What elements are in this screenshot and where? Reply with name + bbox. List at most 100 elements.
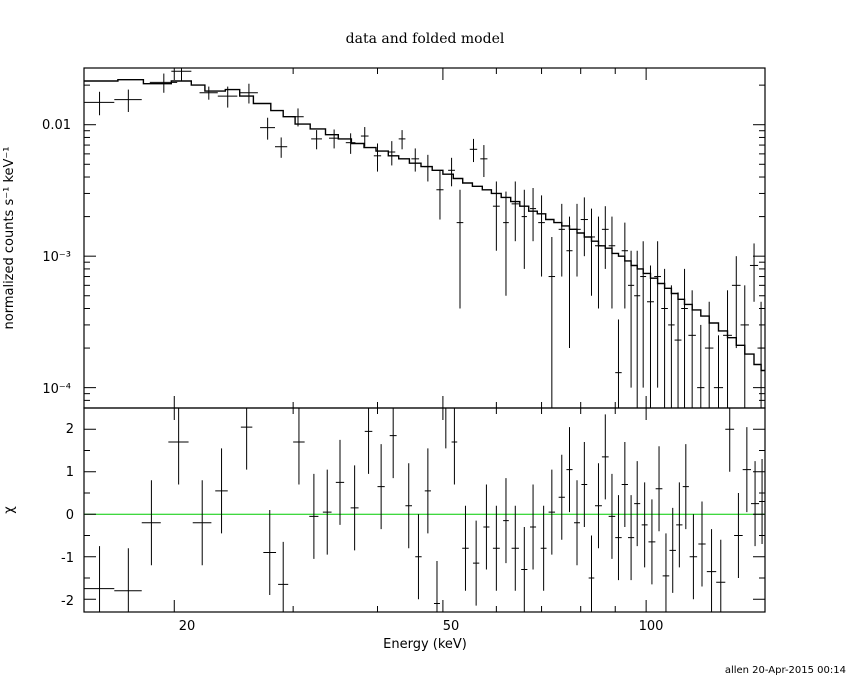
data-point [84, 91, 115, 116]
residual-point [451, 408, 458, 485]
spectrum-tick-marks [84, 68, 765, 409]
data-point [627, 250, 635, 388]
data-point [580, 197, 588, 257]
data-point [566, 216, 573, 349]
residual-point [581, 442, 588, 527]
data-point [328, 129, 340, 149]
data-point [647, 265, 654, 408]
residual-point [588, 535, 595, 612]
xtick-50: 50 [443, 619, 460, 634]
residual-point [716, 539, 726, 612]
data-point [199, 86, 218, 100]
residual-tick-marks [84, 408, 765, 612]
data-point [587, 208, 596, 296]
residual-point [377, 444, 385, 530]
residual-point [682, 444, 689, 530]
data-point [634, 250, 641, 408]
residual-point [662, 533, 670, 612]
data-point [608, 216, 616, 309]
data-point [749, 243, 759, 302]
residual-point [566, 427, 573, 513]
folded-model-line [84, 79, 765, 372]
residual-point [601, 414, 609, 500]
data-point [697, 324, 705, 408]
data-point [373, 143, 382, 172]
residual-point [84, 546, 115, 612]
residual-point [634, 461, 641, 547]
residual-point [309, 473, 319, 559]
residual-point [734, 493, 743, 578]
residual-point [608, 473, 616, 559]
residual-point [574, 480, 580, 566]
spectrum-ytick-1e-3: 10⁻³ [42, 250, 71, 265]
data-point [492, 181, 500, 251]
data-point [360, 127, 369, 147]
data-point [668, 285, 675, 408]
residual-point [521, 527, 528, 612]
data-point [548, 236, 556, 408]
residual-point [168, 408, 189, 485]
residual-ytick-1: 1 [66, 465, 74, 480]
residual-point [424, 448, 431, 534]
xtick-100: 100 [639, 619, 664, 634]
data-point [260, 117, 276, 140]
residual-point [192, 480, 212, 566]
residual-point [540, 505, 547, 591]
residual-ylabel: χ [2, 506, 17, 514]
residual-point [595, 463, 602, 549]
residual-ytick-0: 0 [66, 508, 74, 523]
xtick-20: 20 [179, 619, 196, 634]
residual-point [655, 446, 663, 532]
data-point [757, 301, 765, 408]
data-point [114, 89, 142, 112]
residual-point [511, 505, 519, 591]
data-point [654, 241, 661, 388]
residual-point [472, 520, 480, 606]
data-point [424, 154, 432, 182]
residual-point [615, 495, 622, 581]
data-point [149, 73, 178, 93]
residual-point [405, 463, 413, 549]
data-point [731, 256, 741, 349]
spectrum-ytick-0.01: 0.01 [42, 118, 71, 133]
residual-data-points [84, 407, 765, 612]
data-point [398, 130, 406, 150]
data-point [595, 216, 602, 309]
data-point [704, 301, 714, 408]
data-point [681, 268, 688, 408]
data-point [239, 83, 258, 104]
data-point [674, 292, 682, 408]
spectrum-ytick-1e-4: 10⁻⁴ [42, 382, 71, 397]
data-point [480, 145, 488, 178]
residual-point [648, 499, 656, 585]
residual-ytick-2: 2 [66, 422, 74, 437]
data-point [601, 206, 609, 269]
residual-point [335, 439, 345, 525]
spectrum-panel-frame [83, 67, 766, 409]
residual-point [706, 529, 717, 612]
data-point [436, 170, 444, 220]
data-point [345, 133, 356, 154]
data-point [640, 241, 647, 388]
data-point [615, 319, 622, 408]
residual-point [725, 408, 735, 472]
data-point [217, 86, 238, 108]
data-point [688, 290, 696, 408]
data-point [411, 148, 420, 172]
residual-point [293, 408, 305, 485]
residual-point [364, 408, 373, 474]
residual-point [278, 541, 289, 612]
residual-point [141, 480, 161, 566]
data-point [171, 68, 192, 82]
data-point [469, 138, 478, 163]
spectrum-panel: 0.01 10⁻³ 10⁻⁴ normalized counts s⁻¹ keV… [2, 67, 766, 409]
residual-point [462, 505, 469, 591]
residual-point [350, 465, 359, 551]
spectrum-ylabel: normalized counts s⁻¹ keV⁻¹ [2, 147, 17, 330]
data-point [558, 203, 565, 277]
residual-point [641, 482, 648, 568]
data-point [661, 268, 668, 408]
residual-ytick-m1: -1 [61, 551, 74, 566]
residual-point [503, 478, 509, 564]
